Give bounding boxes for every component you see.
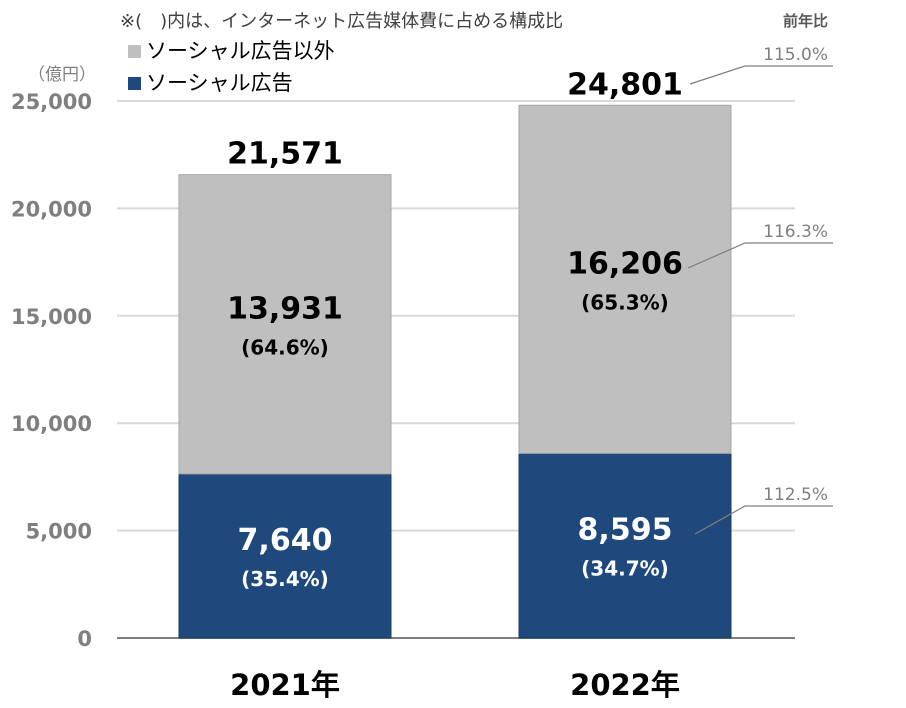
- y-tick-label: 15,000: [11, 305, 92, 329]
- share-label: (65.3%): [581, 290, 669, 314]
- total-label: 21,571: [227, 137, 343, 172]
- yoy-leader-line: [694, 505, 833, 535]
- y-tick-label: 5,000: [26, 520, 92, 544]
- y-tick-label: 10,000: [11, 412, 92, 436]
- leader-lines: [687, 65, 833, 535]
- share-label: (64.6%): [241, 335, 329, 359]
- legend-swatch: [128, 45, 141, 58]
- data-label: 16,206: [567, 246, 683, 281]
- y-tick-label: 25,000: [11, 90, 92, 114]
- bar-segment: [178, 174, 392, 475]
- bar-segment: [178, 473, 392, 639]
- yoy-label: 115.0%: [763, 45, 828, 65]
- x-category-label: 2022年: [570, 668, 680, 702]
- footnote-text: ※( )内は、インターネット広告媒体費に占める構成比: [120, 11, 563, 32]
- share-label: (34.7%): [581, 557, 669, 581]
- yoy-leader-line: [689, 65, 833, 85]
- legend-label: ソーシャル広告: [146, 71, 293, 95]
- yoy-leader-line: [687, 242, 833, 269]
- yoy-header: 前年比: [783, 12, 828, 30]
- legend-label: ソーシャル広告以外: [146, 39, 335, 63]
- x-category-label: 2021年: [230, 668, 340, 702]
- data-label: 13,931: [227, 291, 343, 326]
- total-label: 24,801: [567, 67, 683, 102]
- yoy-label: 112.5%: [763, 485, 828, 505]
- y-tick-label: 0: [77, 627, 92, 651]
- unit-label: （億円）: [28, 65, 96, 85]
- legend-swatch: [128, 77, 141, 90]
- share-label: (35.4%): [241, 567, 329, 591]
- bars: [178, 104, 732, 639]
- yoy-label: 116.3%: [763, 222, 828, 242]
- y-tick-label: 20,000: [11, 197, 92, 221]
- labels: 0 5,000 10,000 15,000 20,000 25,000 7,640 (35.4…: [11, 11, 828, 702]
- data-label: 7,640: [238, 523, 333, 558]
- bar-segment: [518, 104, 732, 454]
- data-label: 8,595: [578, 513, 673, 548]
- bar-segment: [518, 452, 732, 639]
